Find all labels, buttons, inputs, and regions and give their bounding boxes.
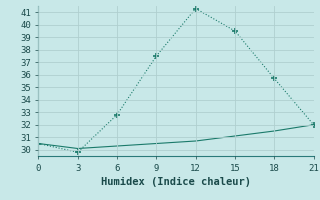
X-axis label: Humidex (Indice chaleur): Humidex (Indice chaleur) bbox=[101, 177, 251, 187]
